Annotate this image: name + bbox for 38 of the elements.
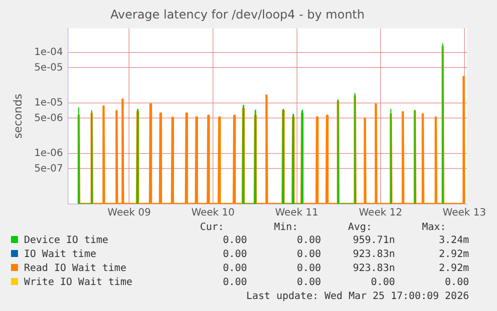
text: Last update: Wed Mar 25 17:00:09 2026 — [245, 290, 470, 304]
text: 0.00 — [296, 248, 322, 262]
text: 0.00 — [444, 276, 470, 290]
x-tick-label: Week 12 — [358, 208, 402, 219]
legend-label: Read IO Wait time — [23, 262, 128, 276]
x-tick-label: Week 09 — [108, 208, 151, 219]
y-tick-label: 5e-07 — [34, 163, 64, 174]
text: 923.83n — [352, 248, 396, 262]
text: 0.00 — [222, 234, 248, 248]
text: 2.92m — [438, 262, 470, 276]
text: 0.00 — [296, 234, 322, 248]
text: Max: — [420, 222, 448, 234]
text: 0.00 — [222, 262, 248, 276]
text: 959.71n — [352, 234, 396, 248]
x-tick-label: Week 10 — [191, 208, 235, 219]
text: 0.00 — [222, 248, 248, 262]
text: 0.00 — [370, 276, 396, 290]
y-tick-label: 1e-06 — [34, 148, 64, 160]
y-tick-label: 5e-06 — [34, 112, 64, 124]
legend-label: IO Wait time — [23, 248, 98, 262]
y-axis-title: seconds — [11, 93, 24, 139]
text: Min: — [272, 222, 300, 234]
text: 3.24m — [438, 234, 470, 248]
text: Cur: — [198, 222, 226, 234]
y-tick-label: 5e-05 — [34, 62, 64, 74]
text: 2.92m — [438, 248, 470, 262]
x-tick-label: Week 13 — [442, 208, 486, 219]
legend-label: Device IO time — [23, 234, 110, 248]
text: 0.00 — [222, 276, 248, 290]
x-tick-label: Week 11 — [275, 208, 318, 219]
text: 0.00 — [296, 276, 322, 290]
legend-label: Write IO Wait time — [23, 276, 134, 290]
y-tick-label: 1e-05 — [34, 98, 64, 109]
text: Avg: — [346, 222, 374, 234]
chart-title: Average latency for /dev/loop4 - by month — [110, 7, 365, 22]
text: 0.00 — [296, 262, 322, 276]
text: 923.83n — [352, 262, 396, 276]
y-tick-label: 1e-04 — [34, 47, 64, 58]
